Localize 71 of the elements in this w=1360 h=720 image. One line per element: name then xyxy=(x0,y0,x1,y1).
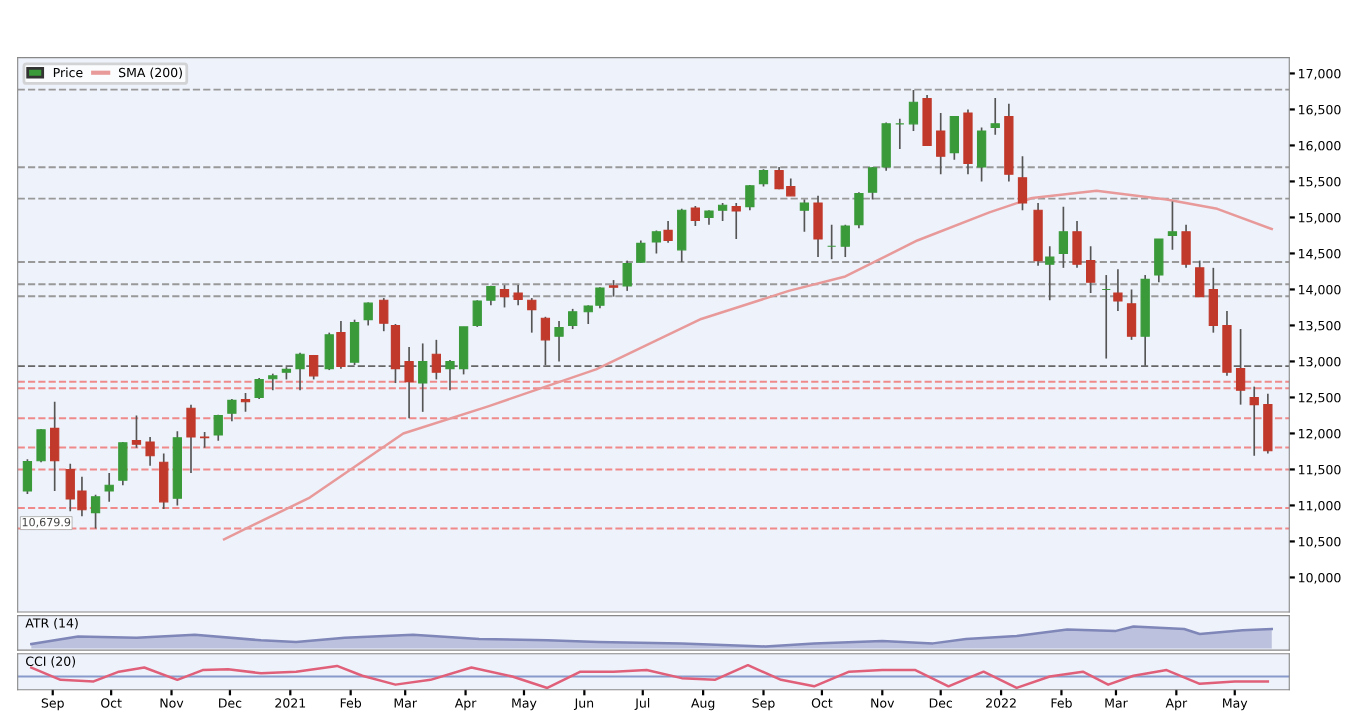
candlestick xyxy=(908,89,919,132)
candlestick xyxy=(445,359,455,392)
candlestick xyxy=(1263,393,1273,455)
candlestick xyxy=(336,320,346,370)
candlestick xyxy=(159,452,169,510)
candlestick xyxy=(949,115,959,161)
candlestick xyxy=(677,207,687,263)
candlestick xyxy=(418,342,428,413)
candlestick xyxy=(50,400,60,492)
candlestick xyxy=(867,166,878,201)
candlestick xyxy=(227,398,237,423)
candlestick xyxy=(36,428,46,464)
candlestick xyxy=(309,354,319,381)
candlestick xyxy=(1154,238,1164,284)
candlestick xyxy=(145,436,155,467)
candlestick xyxy=(554,320,564,363)
candlestick xyxy=(1195,259,1205,298)
candlestick xyxy=(881,121,891,172)
candlestick xyxy=(499,284,510,309)
candlestick xyxy=(240,392,251,413)
candlestick xyxy=(131,414,142,449)
candlestick xyxy=(379,297,389,333)
candlestick xyxy=(990,97,1000,136)
candlestick xyxy=(651,229,662,255)
line-series xyxy=(222,189,1273,541)
candlestick xyxy=(854,191,864,230)
candlestick xyxy=(1126,288,1137,341)
candlestick xyxy=(813,195,823,258)
candlestick xyxy=(404,346,414,420)
candlestick xyxy=(390,323,401,384)
candlestick xyxy=(213,413,223,442)
candlestick xyxy=(976,126,987,183)
candlestick xyxy=(472,299,482,328)
candlestick xyxy=(363,301,373,327)
candlestick xyxy=(1222,310,1232,377)
candlestick xyxy=(663,220,673,244)
candlestick xyxy=(745,184,755,212)
candlestick xyxy=(1208,267,1218,334)
candlestick xyxy=(731,202,741,240)
candlestick xyxy=(840,223,850,258)
candlestick xyxy=(1045,245,1055,302)
candlestick xyxy=(324,331,334,371)
candlestick xyxy=(349,318,360,366)
candlestick xyxy=(936,112,946,176)
candlestick xyxy=(1181,223,1191,269)
candlestick xyxy=(690,205,700,227)
candlestick xyxy=(90,493,101,530)
candlestick xyxy=(622,259,632,292)
candlestick xyxy=(1249,385,1259,457)
candlestick xyxy=(254,377,264,400)
candlestick xyxy=(568,308,578,330)
candlestick xyxy=(118,441,128,487)
candlestick xyxy=(431,339,441,381)
candlestick xyxy=(636,239,646,264)
candlestick xyxy=(186,403,196,474)
candlestick xyxy=(1086,245,1096,294)
candlestick xyxy=(540,315,551,366)
candlestick xyxy=(1113,268,1123,312)
candlestick xyxy=(1072,220,1082,269)
candlestick xyxy=(22,458,33,495)
candlestick xyxy=(104,472,114,503)
candlestick xyxy=(922,94,932,147)
candlestick xyxy=(513,284,523,307)
candlestick xyxy=(1235,328,1246,406)
candlestick xyxy=(295,351,305,392)
candlestick xyxy=(458,326,469,376)
candlestick xyxy=(1167,200,1178,251)
candlestick xyxy=(1058,205,1069,269)
candlestick xyxy=(1017,155,1028,212)
candlestick xyxy=(527,297,537,334)
candlestick xyxy=(799,198,810,233)
